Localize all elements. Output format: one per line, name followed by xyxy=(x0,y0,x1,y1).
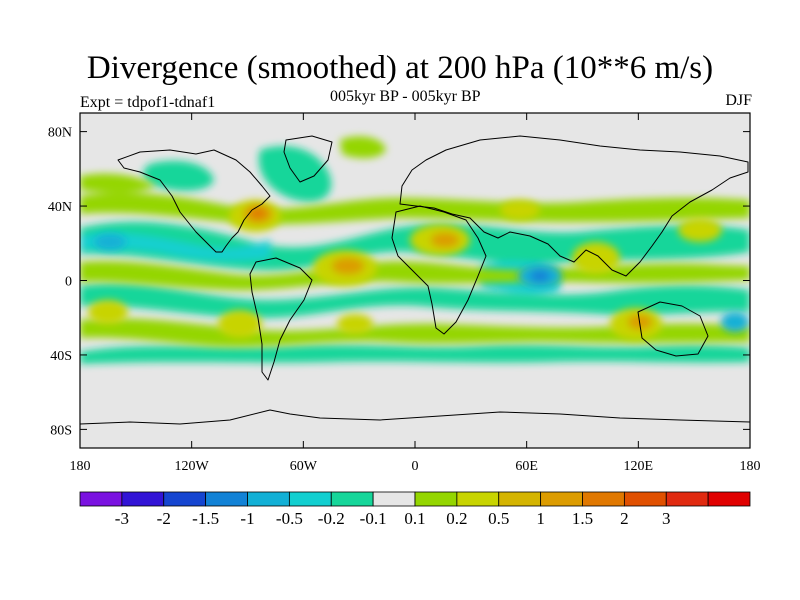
colorbar-label: -1 xyxy=(240,509,254,528)
y-tick-label: 80S xyxy=(50,423,72,438)
contour-blob xyxy=(218,310,262,338)
x-tick-label: 120E xyxy=(624,459,654,474)
colorbar-label: -3 xyxy=(115,509,129,528)
contour-blob xyxy=(332,258,364,274)
contour-band xyxy=(258,146,332,202)
x-tick-label: 0 xyxy=(412,459,419,474)
colorbar-label: -0.2 xyxy=(318,509,345,528)
contour-blob xyxy=(94,234,126,250)
colorbar-swatch xyxy=(665,491,709,507)
colorbar-swatch xyxy=(288,491,332,507)
season-label: DJF xyxy=(725,92,752,109)
colorbar-swatch xyxy=(247,491,290,507)
coastlines xyxy=(80,135,750,425)
plot-subtitle: 005kyr BP - 005kyr BP xyxy=(330,88,481,105)
colorbar-label: -1.5 xyxy=(192,509,219,528)
contour-band xyxy=(80,344,750,364)
contour-blob xyxy=(530,270,550,282)
colorbar-label: 0.5 xyxy=(488,509,509,528)
colorbar-swatch xyxy=(540,491,583,507)
x-tick-label: 180 xyxy=(70,459,91,474)
y-tick-label: 40N xyxy=(48,200,72,215)
x-tick-label: 60W xyxy=(290,459,318,474)
y-tick-label: 0 xyxy=(65,275,72,290)
colorbar-label: 3 xyxy=(662,509,671,528)
contour-blob xyxy=(572,242,620,274)
colorbar-label: 1 xyxy=(536,509,545,528)
contour-blob xyxy=(678,218,722,242)
plot-title: Divergence (smoothed) at 200 hPa (10**6 … xyxy=(86,50,714,86)
north-america-coast xyxy=(117,149,271,253)
colorbar-label: 0.2 xyxy=(446,509,467,528)
colorbar-swatch xyxy=(121,491,165,507)
africa-coast xyxy=(391,205,487,335)
x-tick-label: 120W xyxy=(175,459,210,474)
colorbar-swatch xyxy=(582,491,625,507)
x-tick-label: 180 xyxy=(740,459,761,474)
experiment-label: Expt = tdpof1-tdnaf1 xyxy=(80,94,216,111)
colorbar-swatch xyxy=(163,491,207,507)
contour-band xyxy=(80,283,750,318)
south-america-coast xyxy=(249,257,313,381)
colorbar-swatch xyxy=(456,491,500,507)
antarctica-coast xyxy=(80,409,750,425)
colorbar-label: -0.5 xyxy=(276,509,303,528)
contour-blob xyxy=(500,200,540,220)
contour-blob xyxy=(337,314,373,334)
y-tick-label: 40S xyxy=(50,349,72,364)
y-tick-label: 80N xyxy=(48,126,72,141)
contour-blob xyxy=(88,300,128,324)
colorbar: -3 -2 -1.5 -1 -0.5 -0.2 -0.1 0.1 0.2 0.5 1 1.5 2 3 xyxy=(79,491,751,528)
x-tick-label: 60E xyxy=(515,459,538,474)
colorbar-swatch xyxy=(79,491,123,507)
contour-blob xyxy=(431,233,459,247)
contour-band xyxy=(340,136,386,159)
colorbar-label: 2 xyxy=(620,509,629,528)
contour-band xyxy=(80,318,750,347)
colorbar-swatch xyxy=(414,491,458,507)
colorbar-swatch xyxy=(330,491,374,507)
colorbar-label: 0.1 xyxy=(404,509,425,528)
colorbar-swatch xyxy=(498,491,542,507)
colorbar-label: 1.5 xyxy=(572,509,593,528)
contour-band xyxy=(143,160,214,191)
colorbar-swatch xyxy=(623,491,667,507)
australia-coast xyxy=(637,301,709,357)
colorbar-swatch xyxy=(205,491,248,507)
divergence-field xyxy=(80,136,750,364)
contour-band xyxy=(80,173,156,193)
contour-blob xyxy=(721,312,749,332)
contour-band xyxy=(80,233,270,261)
colorbar-label: -0.1 xyxy=(360,509,387,528)
colorbar-swatch xyxy=(372,491,416,507)
colorbar-label: -2 xyxy=(157,509,171,528)
greenland-coast xyxy=(283,135,333,183)
contour-blob xyxy=(251,208,265,218)
colorbar-swatch xyxy=(707,491,751,507)
axis-ticks: 180 120W 60W 0 60E 120E 180 80N 40N 0 40S 80S xyxy=(48,113,761,474)
eurasia-coast xyxy=(399,135,749,277)
